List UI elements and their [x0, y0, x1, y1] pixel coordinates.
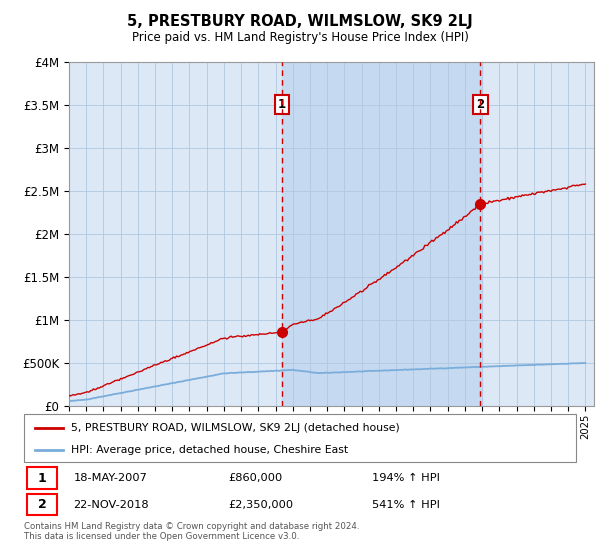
- FancyBboxPatch shape: [27, 494, 57, 515]
- Text: £860,000: £860,000: [228, 473, 283, 483]
- FancyBboxPatch shape: [24, 414, 576, 462]
- Text: 5, PRESTBURY ROAD, WILMSLOW, SK9 2LJ (detached house): 5, PRESTBURY ROAD, WILMSLOW, SK9 2LJ (de…: [71, 423, 400, 433]
- Text: 541% ↑ HPI: 541% ↑ HPI: [372, 500, 440, 510]
- Bar: [282, 62, 482, 406]
- Text: 2: 2: [476, 98, 484, 111]
- Text: Price paid vs. HM Land Registry's House Price Index (HPI): Price paid vs. HM Land Registry's House …: [131, 31, 469, 44]
- Text: 1: 1: [38, 472, 46, 484]
- FancyBboxPatch shape: [27, 468, 57, 489]
- Text: Contains HM Land Registry data © Crown copyright and database right 2024.
This d: Contains HM Land Registry data © Crown c…: [24, 522, 359, 542]
- Text: 5, PRESTBURY ROAD, WILMSLOW, SK9 2LJ: 5, PRESTBURY ROAD, WILMSLOW, SK9 2LJ: [127, 14, 473, 29]
- Text: 2: 2: [38, 498, 46, 511]
- Text: 194% ↑ HPI: 194% ↑ HPI: [372, 473, 440, 483]
- Text: £2,350,000: £2,350,000: [228, 500, 293, 510]
- Text: 1: 1: [278, 98, 286, 111]
- Text: 18-MAY-2007: 18-MAY-2007: [74, 473, 148, 483]
- Text: 22-NOV-2018: 22-NOV-2018: [74, 500, 149, 510]
- Text: HPI: Average price, detached house, Cheshire East: HPI: Average price, detached house, Ches…: [71, 445, 348, 455]
